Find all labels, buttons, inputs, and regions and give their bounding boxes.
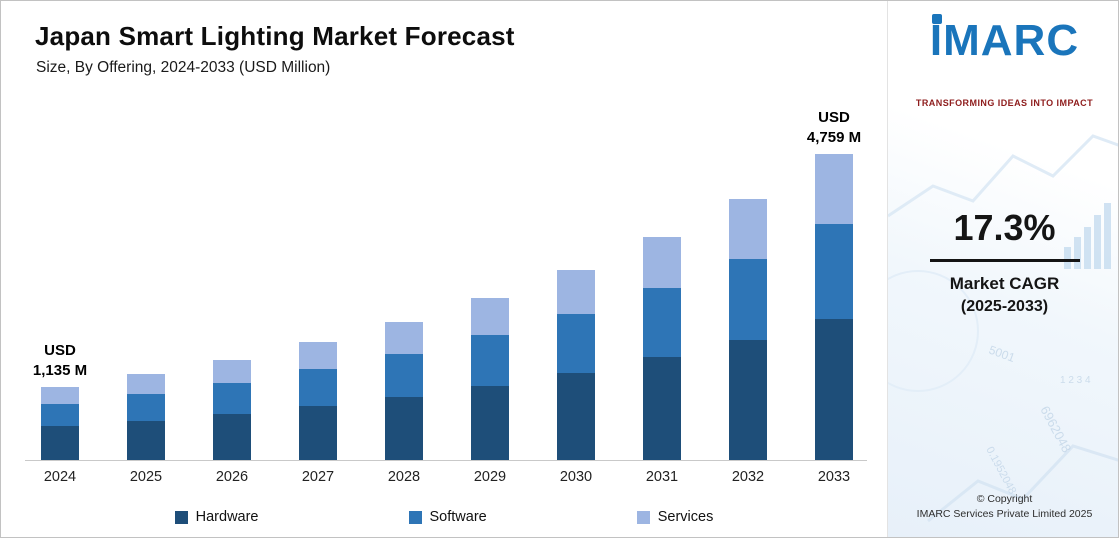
- copyright-line1: © Copyright: [976, 492, 1033, 505]
- legend: Hardware Software Services: [1, 509, 887, 525]
- imarc-logo-text: IMARC: [929, 14, 1080, 65]
- x-axis-label-2030: 2030: [559, 469, 593, 485]
- cagr-value: 17.3%: [953, 207, 1056, 248]
- bar-2030-services-segment: [557, 270, 595, 314]
- x-axis-label-2032: 2032: [731, 469, 765, 485]
- plot-area: USD 1,135 M USD 4,759 M: [1, 109, 887, 461]
- legend-item-software: Software: [408, 509, 487, 525]
- bar-2033-services-segment: [815, 154, 853, 225]
- legend-swatch-services: [636, 510, 650, 524]
- decor-number: 1 2 3 4: [1060, 375, 1091, 386]
- bar-2031-software-segment: [643, 288, 681, 358]
- cagr-label: Market CAGR: [949, 274, 1060, 293]
- bar-2026-software-segment: [213, 382, 251, 414]
- bar-2024-software-segment: [41, 403, 79, 427]
- bar-2029-software-segment: [471, 335, 509, 386]
- bar-2028-hardware-segment: [385, 396, 423, 460]
- x-axis-labels: 2024 2025 2026 2027 2028 2029 2030 2031 2032 2033: [1, 469, 887, 489]
- bar-group-2025: [127, 374, 165, 460]
- bar-2029-services-segment: [471, 298, 509, 336]
- x-axis-label-2026: 2026: [215, 469, 249, 485]
- legend-item-hardware: Hardware: [174, 509, 259, 525]
- bar-2030-hardware-segment: [557, 372, 595, 460]
- bar-group-2031: [643, 237, 681, 460]
- imarc-logo-wordmark: IMARC: [929, 16, 1080, 65]
- cagr-block: 17.3% Market CAGR (2025-2033): [888, 207, 1118, 316]
- legend-swatch-software: [408, 510, 422, 524]
- bar-2033-hardware-segment: [815, 319, 853, 460]
- legend-label-services: Services: [657, 509, 714, 525]
- legend-item-services: Services: [636, 509, 714, 525]
- legend-label-software: Software: [429, 509, 487, 525]
- bar-2031-services-segment: [643, 237, 681, 289]
- bar-2026-hardware-segment: [213, 413, 251, 460]
- bar-2028-services-segment: [385, 321, 423, 354]
- logo-tagline: TRANSFORMING IDEAS INTO IMPACT: [915, 98, 1094, 108]
- x-axis-label-2033: 2033: [817, 469, 851, 485]
- x-axis-label-2025: 2025: [129, 469, 163, 485]
- cagr-period: (2025-2033): [960, 298, 1049, 315]
- bar-2031-hardware-segment: [643, 357, 681, 460]
- annotation-2033: USD 4,759 M: [806, 109, 862, 146]
- bar-2025-hardware-segment: [127, 420, 165, 460]
- bar-2027-hardware-segment: [299, 405, 337, 460]
- x-axis-label-2029: 2029: [473, 469, 507, 485]
- bar-2029-hardware-segment: [471, 385, 509, 460]
- decor-number: 6962048: [1037, 403, 1074, 455]
- legend-swatch-hardware: [174, 510, 188, 524]
- bar-2027-services-segment: [299, 342, 337, 370]
- copyright-line2: IMARC Services Private Limited 2025: [916, 508, 1093, 521]
- bar-2032-services-segment: [729, 198, 767, 259]
- annotation-2024: USD 1,135 M: [32, 342, 88, 379]
- imarc-logo-dot-icon: [931, 14, 942, 24]
- imarc-logo: IMARC: [888, 14, 1118, 65]
- chart-panel: Japan Smart Lighting Market Forecast Siz…: [1, 1, 887, 537]
- bar-group-2024: [41, 387, 79, 460]
- chart-subtitle: Size, By Offering, 2024-2033 (USD Millio…: [36, 59, 331, 76]
- x-axis-label-2027: 2027: [301, 469, 335, 485]
- copyright: © Copyright IMARC Services Private Limit…: [888, 492, 1118, 524]
- bar-2024-services-segment: [41, 387, 79, 404]
- brand-panel: 6962048 0.1952048 5001 1 2 3 4 IMARC TRA…: [887, 1, 1118, 537]
- x-axis-label-2031: 2031: [645, 469, 679, 485]
- bar-group-2026: [213, 359, 251, 460]
- chart-title: Japan Smart Lighting Market Forecast: [35, 21, 515, 51]
- bar-group-2033: [815, 154, 853, 460]
- bar-2027-software-segment: [299, 369, 337, 406]
- bar-group-2032: [729, 198, 767, 460]
- legend-label-hardware: Hardware: [195, 509, 259, 525]
- bar-group-2027: [299, 342, 337, 460]
- bar-group-2030: [557, 270, 595, 460]
- cagr-underline: [929, 259, 1080, 262]
- x-axis-line: [25, 460, 867, 461]
- bar-group-2029: [471, 298, 509, 460]
- x-axis-label-2028: 2028: [387, 469, 421, 485]
- bar-2026-services-segment: [213, 359, 251, 383]
- bar-2033-software-segment: [815, 224, 853, 320]
- bar-2032-software-segment: [729, 258, 767, 340]
- x-axis-label-2024: 2024: [43, 469, 77, 485]
- bar-2030-software-segment: [557, 313, 595, 373]
- bar-2025-services-segment: [127, 374, 165, 395]
- decor-number: 0.1952048: [983, 445, 1018, 497]
- bar-2032-hardware-segment: [729, 339, 767, 460]
- bar-2028-software-segment: [385, 353, 423, 397]
- bar-2025-software-segment: [127, 394, 165, 421]
- decor-number: 5001: [987, 343, 1017, 365]
- bar-2024-hardware-segment: [41, 426, 79, 460]
- bar-group-2028: [385, 321, 423, 460]
